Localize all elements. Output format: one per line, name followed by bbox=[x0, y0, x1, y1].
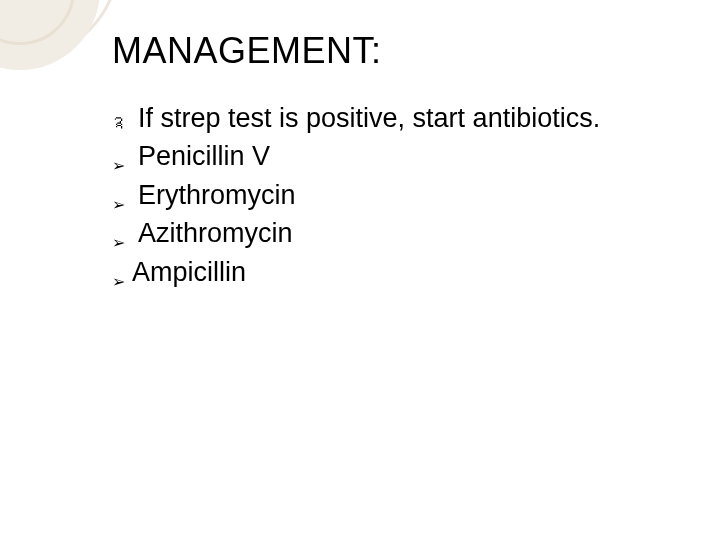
main-bullet-line: ༉ If strep test is positive, start antib… bbox=[112, 100, 720, 136]
sub-bullet-text: Penicillin V bbox=[138, 138, 270, 174]
swirl-bullet-icon: ༉ bbox=[112, 114, 138, 134]
arrow-bullet-icon: ➢ bbox=[112, 274, 132, 290]
sub-bullet-line: ➢ Erythromycin bbox=[112, 177, 720, 213]
sub-bullet-line: ➢ Penicillin V bbox=[112, 138, 720, 174]
sub-bullet-text: Erythromycin bbox=[138, 177, 296, 213]
slide-body: ༉ If strep test is positive, start antib… bbox=[112, 100, 720, 290]
sub-bullet-line: ➢ Azithromycin bbox=[112, 215, 720, 251]
sub-bullet-text: Azithromycin bbox=[138, 215, 293, 251]
slide-title: MANAGEMENT: bbox=[112, 30, 720, 72]
sub-bullet-text: Ampicillin bbox=[132, 254, 246, 290]
arrow-bullet-icon: ➢ bbox=[112, 235, 138, 251]
arrow-bullet-icon: ➢ bbox=[112, 158, 138, 174]
main-bullet-text: If strep test is positive, start antibio… bbox=[138, 100, 600, 136]
slide-content: MANAGEMENT: ༉ If strep test is positive,… bbox=[0, 0, 720, 540]
arrow-bullet-icon: ➢ bbox=[112, 197, 138, 213]
sub-bullet-line: ➢ Ampicillin bbox=[112, 254, 720, 290]
